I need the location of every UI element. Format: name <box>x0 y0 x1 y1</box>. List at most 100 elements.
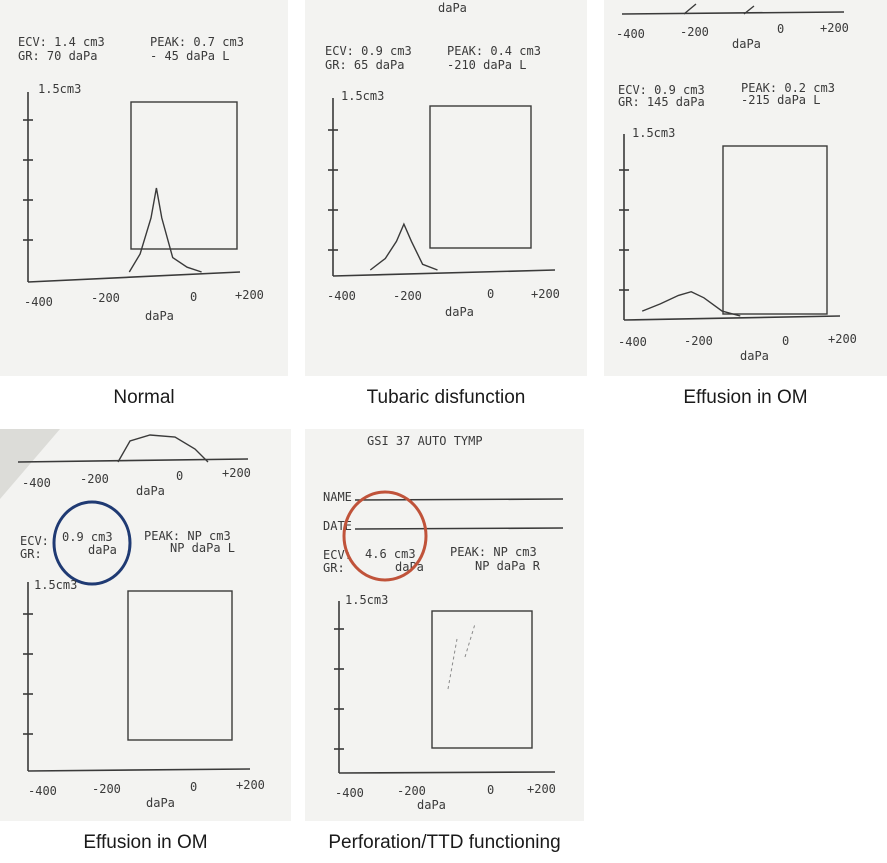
x-tick-label: 0 <box>487 783 494 797</box>
readout-peak: PEAK: 0.2 cm3 <box>741 81 835 95</box>
caption-tubaric-disfunction: Tubaric disfunction <box>366 387 526 408</box>
header-xlabel: daPa <box>136 484 165 498</box>
x-axis <box>338 771 556 774</box>
faint-marks <box>447 623 476 690</box>
readout-peak-pressure: -215 daPa L <box>741 93 820 107</box>
caption-effusion-2: Effusion in OM <box>83 832 208 853</box>
tympanogram-panel-normal: ECV: 1.4 cm3 PEAK: 0.7 cm3 GR: 70 daPa -… <box>0 0 288 376</box>
readout-peak: PEAK: 0.4 cm3 <box>447 44 541 58</box>
x-tick-label: 0 <box>782 334 789 348</box>
readout-peak: PEAK: NP cm3 <box>450 545 537 559</box>
x-tick-label: -200 <box>684 334 713 348</box>
x-ticks: -400 -200 0 +200 <box>327 287 560 303</box>
header-tick-label: 0 <box>176 469 183 483</box>
y-axis-label: 1.5cm3 <box>38 82 81 96</box>
normal-range-box <box>722 145 828 315</box>
paper-fold <box>0 429 60 499</box>
x-axis-label: daPa <box>445 305 474 319</box>
header-xlabel: daPa <box>732 37 761 51</box>
x-tick-label: +200 <box>235 288 264 302</box>
normal-range-box <box>130 101 238 250</box>
x-tick-label: -200 <box>397 784 426 798</box>
readout-gr: GR: <box>20 547 42 561</box>
readout-gr-value: daPa <box>88 543 117 557</box>
x-tick-label: -200 <box>92 782 121 796</box>
x-axis-label: daPa <box>145 309 174 323</box>
caption-effusion-1: Effusion in OM <box>683 387 808 408</box>
x-axis <box>332 269 556 277</box>
tympanogram-curve <box>641 290 741 317</box>
x-tick-label: 0 <box>190 290 197 304</box>
x-tick-label: -200 <box>91 291 120 305</box>
y-axis-label: 1.5cm3 <box>345 593 388 607</box>
x-tick-label: -200 <box>393 289 422 303</box>
header-x-axis <box>17 458 249 463</box>
header-tick-label: +200 <box>222 466 251 480</box>
readout-ecv: ECV: 0.9 cm3 <box>325 44 412 58</box>
tympanogram-panel-effusion-1: -400 -200 0 +200 daPa ECV: 0.9 cm3 PEAK:… <box>604 0 887 376</box>
header-curve-fragment <box>683 3 755 15</box>
readout-ecv-value: 4.6 cm3 <box>365 547 416 561</box>
x-axis-label: daPa <box>417 798 446 812</box>
header-tick-label: +200 <box>820 21 849 35</box>
x-axis-label: daPa <box>740 349 769 363</box>
readout-peak: PEAK: 0.7 cm3 <box>150 35 244 49</box>
x-axis <box>27 271 241 283</box>
chart-effusion-1: -400 -200 0 +200 daPa ECV: 0.9 cm3 PEAK:… <box>616 3 857 363</box>
normal-range-box <box>431 610 533 749</box>
y-axis-label: 1.5cm3 <box>341 89 384 103</box>
readout-ecv-value: 0.9 cm3 <box>62 530 113 544</box>
chart-tubaric: daPa ECV: 0.9 cm3 PEAK: 0.4 cm3 GR: 65 d… <box>325 1 560 319</box>
header-x-axis <box>621 11 845 15</box>
date-field-line <box>354 527 564 530</box>
readout-ecv: ECV: 1.4 cm3 <box>18 35 105 49</box>
caption-perforation: Perforation/TTD functioning <box>328 832 561 853</box>
x-tick-label: -400 <box>24 295 53 309</box>
tympanogram-panel-tubaric-disfunction: daPa ECV: 0.9 cm3 PEAK: 0.4 cm3 GR: 65 d… <box>305 0 587 376</box>
header-tick-label: -200 <box>80 472 109 486</box>
readout-ecv: ECV: <box>323 548 352 562</box>
x-tick-label: -400 <box>28 784 57 798</box>
name-field-label: NAME <box>323 490 352 504</box>
x-tick-label: +200 <box>527 782 556 796</box>
header-tick-label: -400 <box>616 27 645 41</box>
x-tick-label: 0 <box>190 780 197 794</box>
readout-peak: PEAK: NP cm3 <box>144 529 231 543</box>
x-tick-label: +200 <box>531 287 560 301</box>
chart-perforation: GSI 37 AUTO TYMP NAME DATE ECV: 4.6 cm3 … <box>323 434 564 812</box>
ecv-highlight-circle <box>342 490 428 582</box>
x-axis-label: daPa <box>146 796 175 810</box>
x-tick-label: -400 <box>335 786 364 800</box>
tympanogram-curve <box>128 187 202 273</box>
tympanogram-curve <box>369 222 438 271</box>
readout-peak-pressure: NP daPa R <box>475 559 541 573</box>
chart-effusion-2: -400 -200 0 +200 daPa ECV: 0.9 cm3 PEAK:… <box>0 429 265 810</box>
normal-range-box <box>429 105 532 249</box>
readout-ecv: ECV: <box>20 534 49 548</box>
x-ticks: -400 -200 0 +200 <box>335 782 556 800</box>
header-tick-label: -200 <box>680 25 709 39</box>
name-field-line <box>354 498 564 501</box>
readout-peak-pressure: -210 daPa L <box>447 58 526 72</box>
x-tick-label: +200 <box>828 332 857 346</box>
y-axis-label: 1.5cm3 <box>632 126 675 140</box>
readout-gr: GR: <box>323 561 345 575</box>
readout-peak-pressure: NP daPa L <box>170 541 235 555</box>
readout-gr: GR: 65 daPa <box>325 58 404 72</box>
readout-gr: GR: 145 daPa <box>618 95 705 109</box>
device-header: GSI 37 AUTO TYMP <box>367 434 483 448</box>
header-curve-fragment <box>117 434 209 463</box>
readout-peak-pressure: - 45 daPa L <box>150 49 229 63</box>
x-axis <box>623 315 841 321</box>
x-axis <box>27 768 251 772</box>
x-ticks: -400 -200 0 +200 <box>28 778 265 798</box>
x-ticks: -400 -200 0 +200 <box>24 288 264 309</box>
x-tick-label: -400 <box>327 289 356 303</box>
x-tick-label: +200 <box>236 778 265 792</box>
header-tick-label: -400 <box>22 476 51 490</box>
caption-normal: Normal <box>113 387 175 408</box>
y-axis-label: 1.5cm3 <box>34 578 77 592</box>
readout-ecv: ECV: 0.9 cm3 <box>618 83 705 97</box>
x-ticks: -400 -200 0 +200 <box>618 332 857 349</box>
normal-range-box <box>127 590 233 741</box>
